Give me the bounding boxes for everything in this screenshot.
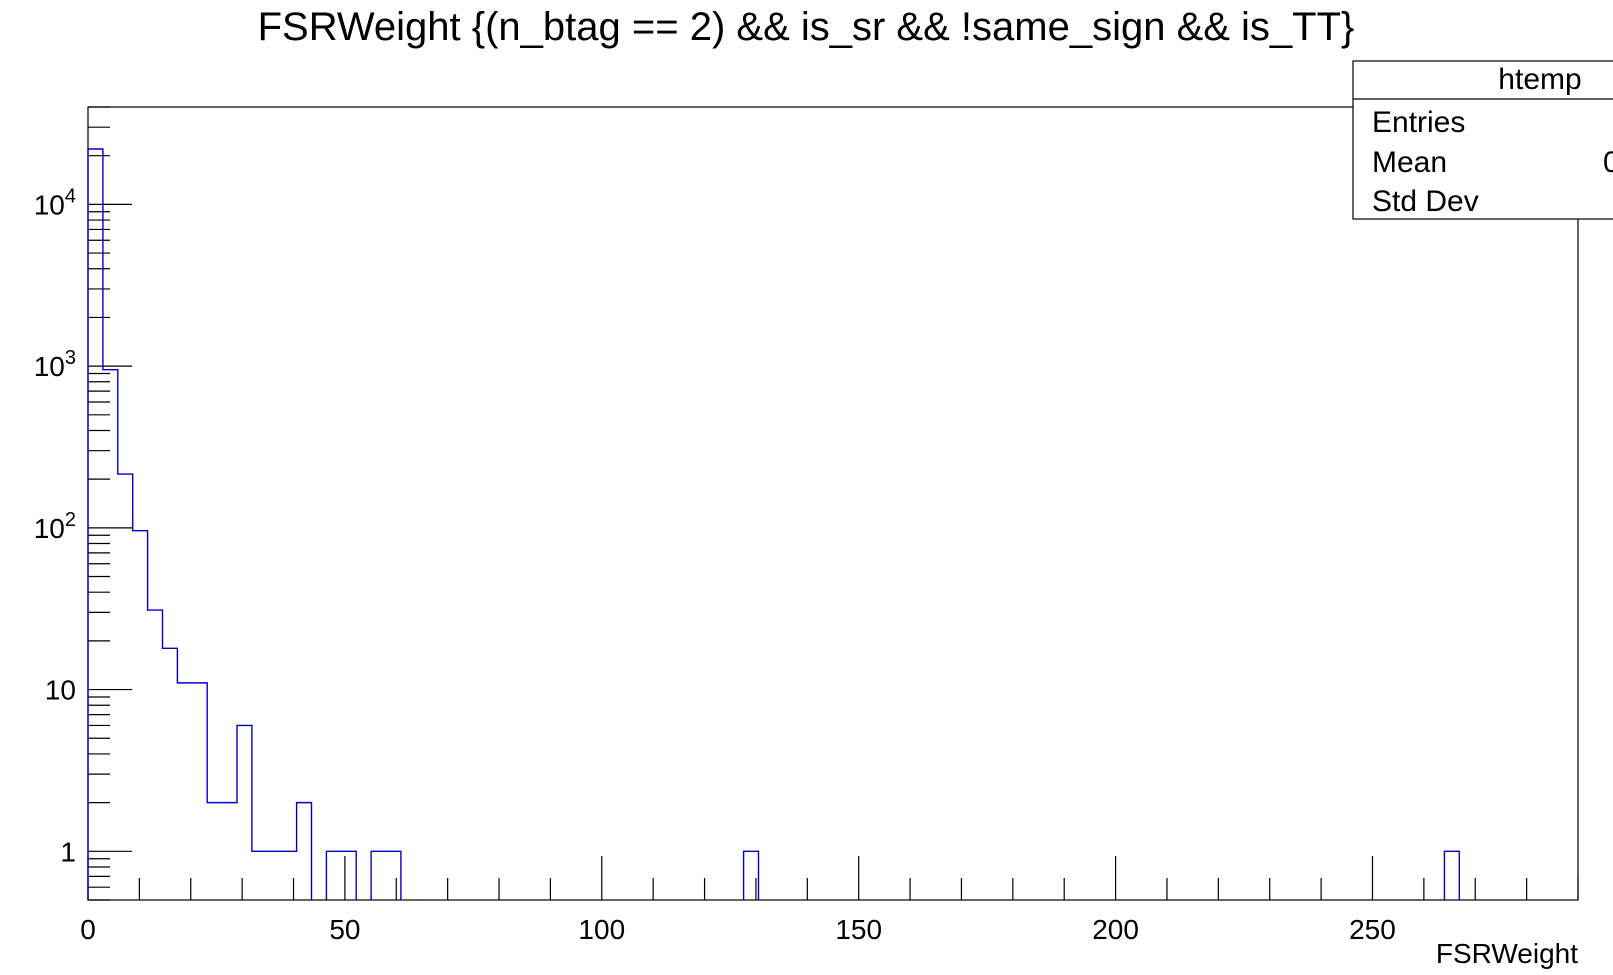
stats-mean-value: 0 [1603,146,1613,179]
stats-box-name: htemp [1498,63,1581,96]
x-axis-tick-labels: 0 50 100 150 200 250 [80,914,1396,945]
x-axis-label: FSRWeight [1436,938,1578,969]
x-tick-label: 50 [329,914,360,945]
chart-title: FSRWeight {(n_btag == 2) && is_sr && !sa… [258,5,1355,49]
x-tick-label: 0 [80,914,96,945]
x-tick-label: 250 [1349,914,1396,945]
stats-box-frame [1352,60,1613,220]
plot-frame [87,106,1579,901]
stats-mean-label: Mean [1372,146,1447,179]
y-tick-label: 103 [34,347,76,382]
y-tick-label: 10 [45,675,76,706]
stats-entries-label: Entries [1372,106,1465,139]
y-major-ticks [88,203,132,852]
y-axis-tick-labels: 1 10 102 103 104 [34,185,76,867]
x-tick-label: 200 [1092,914,1139,945]
x-tick-label: 100 [578,914,625,945]
stats-stddev-label: Std Dev [1372,185,1479,218]
histogram-line [87,148,1461,900]
y-tick-label: 104 [34,185,76,220]
y-tick-label: 102 [34,509,76,544]
stats-box: htemp Entries Mean 0 Std Dev [1352,60,1613,220]
y-tick-label: 1 [60,836,76,867]
y-minor-ticks [88,106,110,901]
x-tick-label: 150 [835,914,882,945]
